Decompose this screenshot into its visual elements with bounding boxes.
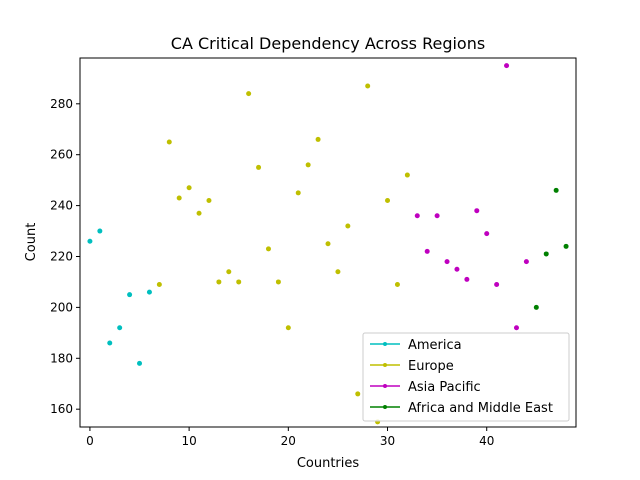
data-point	[355, 391, 361, 397]
data-point	[206, 198, 212, 204]
data-point	[533, 304, 539, 310]
data-point	[484, 231, 490, 237]
y-tick-label: 180	[50, 351, 73, 365]
y-tick-label: 220	[50, 249, 73, 263]
data-point	[107, 340, 113, 346]
data-point	[513, 325, 519, 331]
x-tick-label: 10	[181, 434, 196, 448]
data-point	[385, 198, 391, 204]
data-point	[256, 164, 262, 170]
data-point	[186, 185, 192, 191]
data-point	[216, 279, 222, 285]
data-point	[285, 325, 291, 331]
data-point	[156, 281, 162, 287]
data-point	[305, 162, 311, 168]
legend-box	[362, 332, 570, 422]
legend-marker	[383, 342, 387, 346]
legend-label: Europe	[408, 359, 454, 374]
y-axis-title: Count	[24, 223, 39, 262]
plot-frame	[79, 57, 577, 428]
data-point	[335, 269, 341, 275]
data-point	[345, 223, 351, 229]
data-point	[146, 289, 152, 295]
data-point	[137, 360, 143, 366]
data-point	[127, 292, 133, 298]
data-point	[236, 279, 242, 285]
legend-label: America	[408, 338, 462, 353]
y-tick-label: 160	[50, 402, 73, 416]
legend-marker	[383, 363, 387, 367]
data-point	[444, 259, 450, 265]
data-point	[394, 281, 400, 287]
legend-label: Africa and Middle East	[408, 401, 553, 416]
x-tick-label: 40	[479, 434, 494, 448]
data-point	[553, 187, 559, 193]
legend-marker	[383, 405, 387, 409]
data-point	[414, 213, 420, 219]
data-point	[265, 246, 271, 252]
data-point	[295, 190, 301, 196]
data-point	[365, 83, 371, 89]
data-point	[563, 243, 569, 249]
data-point	[226, 269, 232, 275]
data-point	[523, 259, 529, 265]
y-tick-label: 260	[50, 148, 73, 162]
points-layer	[87, 63, 569, 425]
data-point	[504, 63, 510, 69]
data-point	[325, 241, 331, 247]
data-point	[275, 279, 281, 285]
data-point	[424, 248, 430, 254]
legend: America Europe Asia Pacific Africa and Midd…	[362, 332, 570, 422]
data-point	[246, 91, 252, 97]
y-tick-label: 200	[50, 300, 73, 314]
data-point	[454, 266, 460, 272]
data-point	[176, 195, 182, 201]
data-point	[474, 208, 480, 214]
chart-title: CA Critical Dependency Across Regions	[171, 34, 485, 53]
x-tick-label: 20	[281, 434, 296, 448]
data-point	[315, 136, 321, 142]
x-tick-label: 0	[86, 434, 94, 448]
data-point	[117, 325, 123, 331]
data-point	[434, 213, 440, 219]
data-point	[404, 172, 410, 178]
legend-label: Asia Pacific	[408, 380, 481, 395]
data-point	[464, 276, 470, 282]
data-point	[494, 281, 500, 287]
x-tick-label: 30	[380, 434, 395, 448]
x-axis: 0 10 20 30 40	[86, 427, 494, 448]
data-point	[166, 139, 172, 145]
y-tick-label: 280	[50, 97, 73, 111]
y-tick-label: 240	[50, 199, 73, 213]
data-point	[87, 238, 93, 244]
data-point	[543, 251, 549, 257]
legend-marker	[383, 384, 387, 388]
data-point	[97, 228, 103, 234]
y-axis: 160 180 200 220 240 260 280	[50, 97, 80, 416]
x-axis-title: Countries	[297, 456, 360, 471]
data-point	[196, 210, 202, 216]
